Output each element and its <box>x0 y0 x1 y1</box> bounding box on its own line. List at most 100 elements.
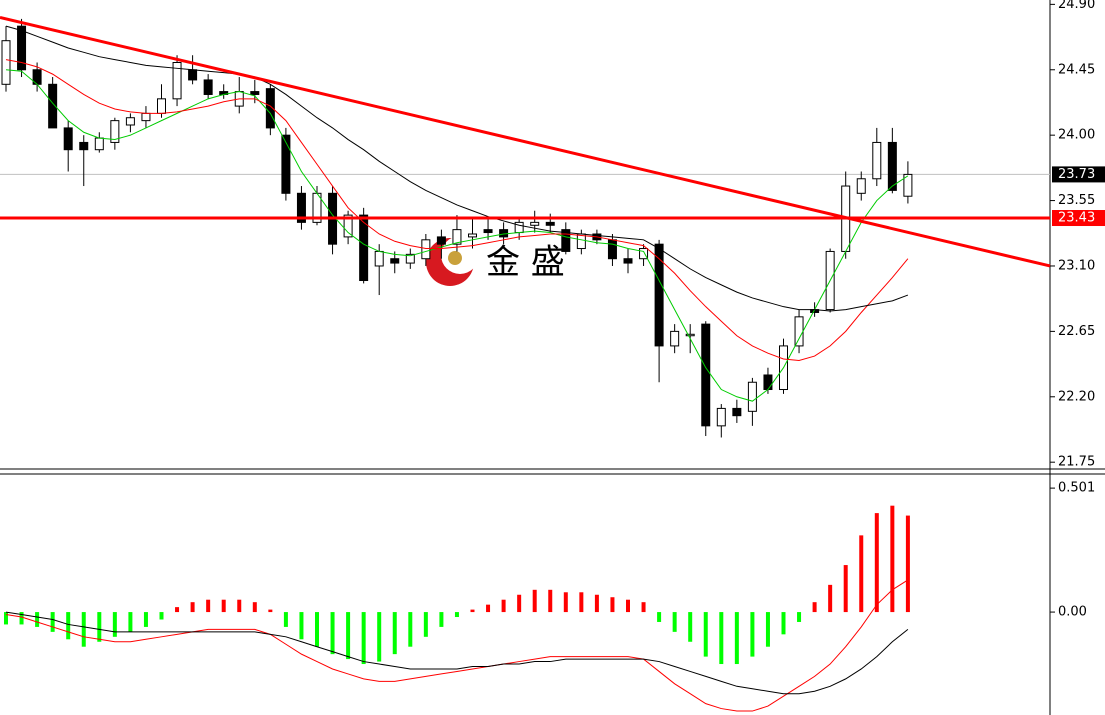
candle-body <box>343 214 353 238</box>
histogram-bar <box>66 612 71 640</box>
histogram-bar <box>563 592 568 613</box>
histogram-bar <box>35 612 40 627</box>
histogram-bar <box>283 612 288 627</box>
y-tick-label: 22.20 <box>1058 389 1095 404</box>
histogram-bar <box>703 612 708 657</box>
candle-body <box>125 117 135 126</box>
histogram-bar <box>97 612 102 642</box>
histogram-bar <box>143 612 148 627</box>
candle-body <box>701 323 711 427</box>
histogram-bar <box>890 505 895 613</box>
histogram-bar <box>454 612 459 618</box>
histogram-bar <box>610 597 615 613</box>
histogram-bar <box>797 612 802 622</box>
candle-body <box>390 258 400 264</box>
histogram-bar <box>4 612 8 625</box>
histogram-bar <box>812 602 817 613</box>
histogram-bar <box>750 612 755 657</box>
histogram-bar <box>688 612 693 642</box>
histogram-bar <box>299 612 304 640</box>
histogram-bar <box>594 594 599 613</box>
candle-body <box>654 243 664 347</box>
candle-body <box>63 127 73 151</box>
histogram-bar <box>579 592 584 613</box>
candle-body <box>623 258 633 264</box>
candle-body <box>296 192 306 223</box>
histogram-bar <box>672 612 677 632</box>
candle-body <box>405 253 415 264</box>
histogram-bar <box>859 535 864 613</box>
trendline <box>0 15 1051 268</box>
histogram-bar <box>50 612 55 632</box>
histogram-bar <box>315 612 319 647</box>
candle-body <box>172 61 182 100</box>
candle-body <box>203 79 213 95</box>
candle-body <box>685 333 695 337</box>
histogram-bar <box>112 612 117 637</box>
histogram-bar <box>377 612 382 662</box>
candle-body <box>607 239 617 260</box>
histogram-bar <box>330 612 335 655</box>
histogram-bar <box>874 513 879 613</box>
line <box>5 69 909 402</box>
histogram-bar <box>517 594 522 613</box>
candle-body <box>716 407 726 427</box>
price-label: 23.43 <box>1058 211 1095 226</box>
histogram-bar <box>19 612 24 625</box>
candle-body <box>747 381 757 412</box>
histogram-bar <box>128 612 133 632</box>
histogram-bar <box>828 584 833 613</box>
y-tick-label: 24.00 <box>1058 128 1095 143</box>
candle-body <box>359 214 369 282</box>
price-label-box <box>1052 210 1105 227</box>
histogram-bar <box>439 612 444 627</box>
candle-body <box>732 407 742 417</box>
histogram-bar <box>159 612 164 620</box>
candle-body <box>141 112 151 122</box>
candle-body <box>887 141 897 191</box>
candle-body <box>763 374 773 391</box>
histogram-bar <box>532 589 537 613</box>
line <box>5 611 909 695</box>
candle-body <box>530 221 540 226</box>
y-tick-label: 24.90 <box>1058 0 1095 12</box>
y-tick-label: 23.55 <box>1058 193 1095 208</box>
histogram-bar <box>81 612 86 647</box>
histogram-bar <box>765 612 770 647</box>
histogram-bar <box>408 612 413 647</box>
histogram-bar <box>486 604 491 613</box>
candle-body <box>374 250 384 267</box>
candle-body <box>48 83 58 129</box>
candle-body <box>281 134 291 194</box>
watermark: 金 盛 <box>486 243 565 283</box>
candle-body <box>561 229 571 252</box>
histogram-bar <box>641 602 646 613</box>
candle-body <box>79 141 89 151</box>
candle-body <box>468 233 477 238</box>
candle-body <box>483 229 493 234</box>
y-tick-label: 22.65 <box>1058 324 1095 339</box>
candle-body <box>452 229 462 245</box>
y-tick-label: 0.00 <box>1058 605 1087 620</box>
candle-body <box>545 221 555 226</box>
candle-body <box>110 120 120 143</box>
line <box>5 579 909 712</box>
histogram-bar <box>346 612 351 660</box>
candle-body <box>1 40 11 85</box>
candle-body <box>17 25 27 71</box>
candle-body <box>421 239 431 260</box>
candle-body <box>856 178 866 194</box>
histogram-bar <box>206 599 211 613</box>
histogram-bar <box>781 612 786 635</box>
histogram-bar <box>626 599 630 613</box>
histogram-bar <box>268 609 273 613</box>
y-tick-label: 24.45 <box>1058 62 1095 77</box>
histogram-bar <box>719 612 724 665</box>
histogram-bar <box>361 612 366 665</box>
candle-body <box>436 236 446 245</box>
line <box>5 59 909 361</box>
y-tick-label: 23.10 <box>1058 258 1095 273</box>
histogram-bar <box>734 612 739 665</box>
